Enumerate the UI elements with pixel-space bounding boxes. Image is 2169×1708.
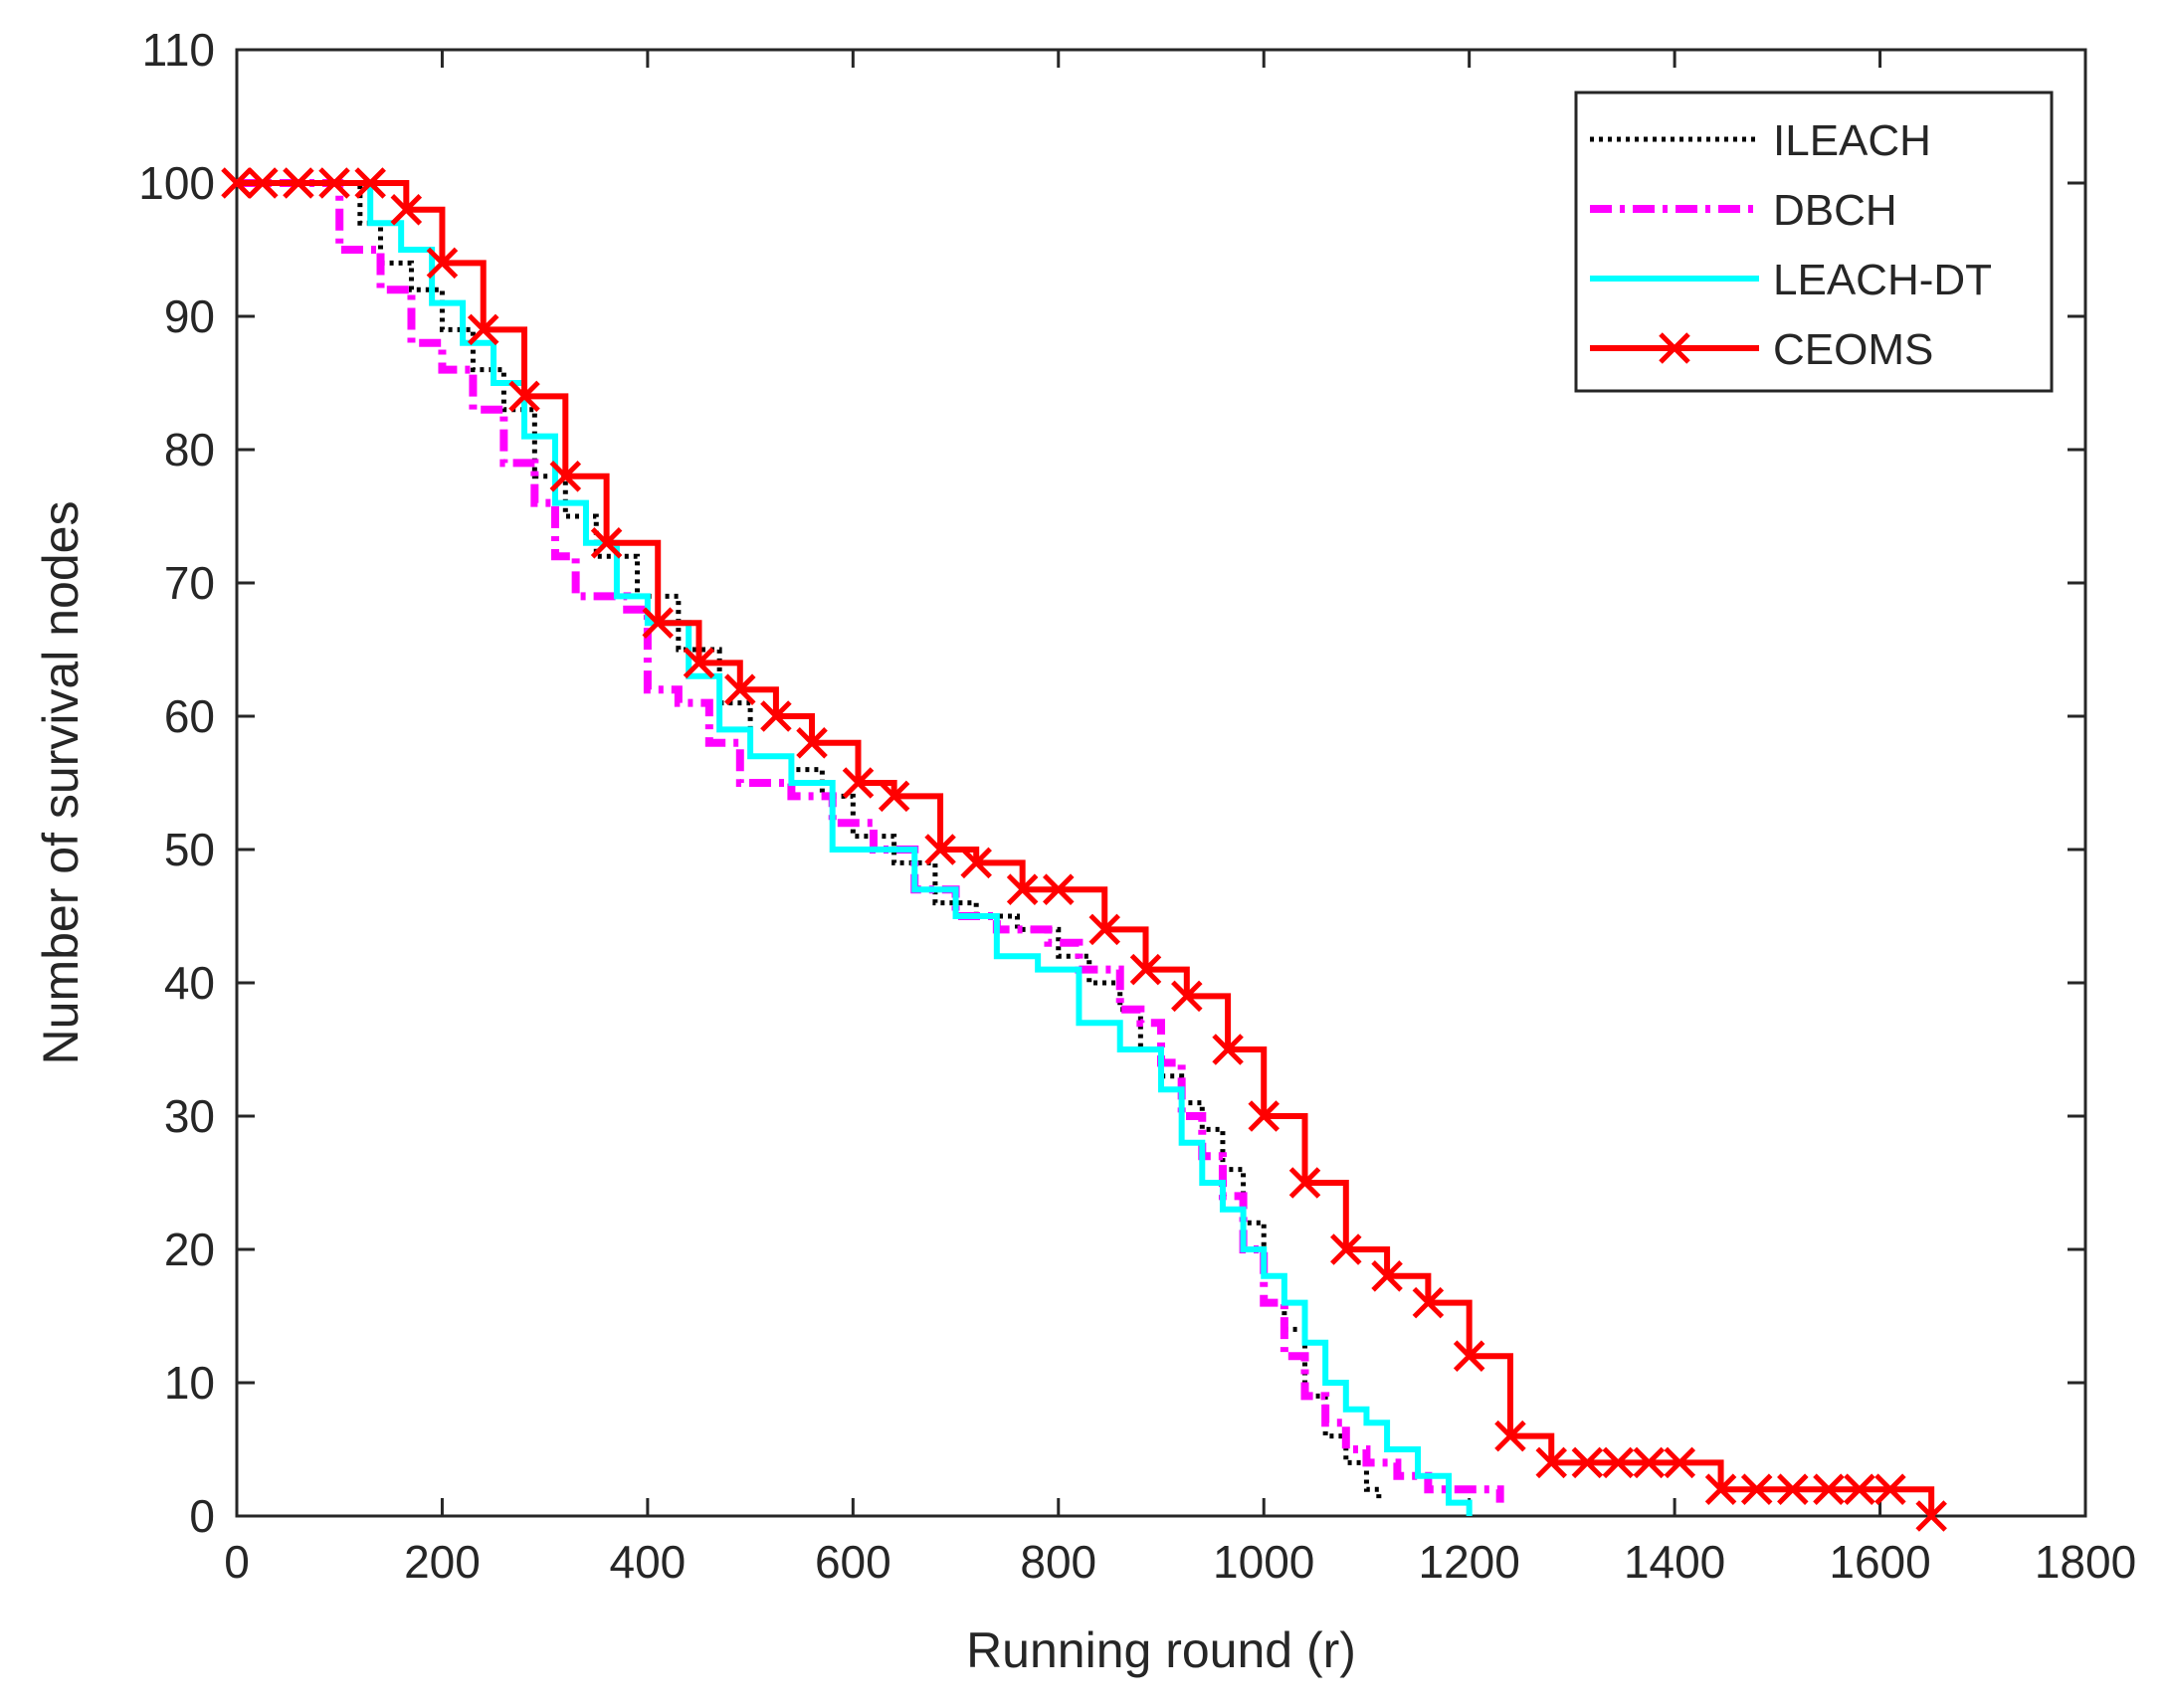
x-tick-label: 600 [815,1536,891,1588]
y-tick-label: 100 [138,157,215,209]
x-tick-label: 1400 [1624,1536,1725,1588]
data-point-marker [1171,980,1203,1013]
series-line-ileach [237,180,1382,1503]
data-point-marker [247,167,279,199]
y-tick-label: 40 [164,957,215,1009]
data-point-marker [549,461,582,492]
legend-label: DBCH [1773,186,1897,235]
data-point-marker [1248,1100,1280,1132]
data-point-marker [283,167,314,199]
y-tick-label: 20 [164,1224,215,1275]
series-ceoms [221,167,1947,1532]
y-tick-label: 0 [189,1490,215,1542]
data-point-marker [318,167,350,199]
data-point-marker [924,834,956,865]
series-line-leach-dt [237,180,1473,1516]
data-point-marker [960,847,992,879]
data-point-marker [1212,1034,1244,1065]
y-tick-label: 50 [164,824,215,875]
data-point-marker [1288,1167,1321,1199]
legend-label: LEACH-DT [1773,256,1992,304]
legend-item-dbch: DBCH [1590,186,1897,235]
data-point-marker [508,380,540,413]
data-point-marker [1453,1340,1485,1372]
data-point-marker [426,247,459,280]
data-point-marker [683,647,715,679]
series-line-dbch [237,179,1504,1503]
x-tick-label: 0 [224,1536,250,1588]
data-point-marker [796,727,828,759]
data-point-marker [590,527,623,559]
x-tick-label: 1200 [1418,1536,1519,1588]
x-tick-label: 1000 [1213,1536,1314,1588]
x-tick-label: 200 [404,1536,481,1588]
data-point-marker [221,167,253,199]
series-dbch [237,179,1504,1503]
data-point-marker [1571,1446,1604,1479]
data-point-marker [1704,1473,1737,1505]
y-tick-label: 90 [164,290,215,342]
x-tick-label: 1600 [1829,1536,1930,1588]
data-point-marker [1633,1446,1666,1479]
data-point-marker [354,167,386,199]
y-tick-label: 110 [142,24,215,76]
legend-item-leach-dt: LEACH-DT [1590,256,1992,304]
data-point-marker [1088,913,1120,946]
data-point-marker [842,767,875,799]
data-point-marker [390,194,423,226]
legend-label: ILEACH [1773,116,1931,165]
legend-label: CEOMS [1773,325,1933,374]
x-axis-title: Running round (r) [966,1622,1356,1678]
y-tick-label: 70 [164,557,215,609]
y-tick-label: 60 [164,690,215,742]
data-point-marker [1740,1473,1773,1505]
data-point-marker [724,673,756,705]
data-point-marker [1844,1473,1875,1505]
data-point-marker [1602,1446,1635,1479]
data-point-marker [1915,1500,1947,1532]
data-point-marker [1813,1473,1845,1505]
x-tick-label: 800 [1020,1536,1096,1588]
y-tick-label: 30 [164,1090,215,1142]
data-point-marker [1330,1234,1362,1265]
data-point-marker [1874,1473,1906,1505]
legend-box [1574,91,2054,393]
series-layer [221,167,1947,1532]
data-point-marker [1371,1260,1403,1292]
legend: ILEACH DBCH LEACH-DT CEOMS [1574,91,2054,393]
y-tick-label: 10 [164,1357,215,1409]
x-tick-label: 1800 [2035,1536,2136,1588]
data-point-marker [760,700,792,732]
y-tick-label: 80 [164,424,215,475]
data-point-marker [1006,873,1039,905]
data-point-marker [642,607,674,639]
series-leach-dt [237,180,1473,1516]
data-point-marker [1043,873,1075,905]
data-point-marker [467,313,499,346]
data-point-marker [1777,1473,1809,1505]
legend-item-ceoms: CEOMS [1590,325,1933,374]
data-point-marker [1664,1446,1696,1479]
data-point-marker [1494,1420,1526,1452]
data-point-marker [1412,1286,1445,1319]
series-ileach [237,180,1382,1503]
x-tick-label: 400 [610,1536,687,1588]
y-axis-title: Number of survival nodes [33,501,89,1065]
data-point-marker [1535,1446,1568,1479]
legend-marker [1659,332,1690,364]
data-point-marker [1129,953,1162,986]
data-point-marker [878,780,910,813]
axis-ticks: 0 200 400 600 800 1000 1200 1400 1600 1800 0 10 20 30… [138,24,2136,1588]
legend-item-ileach: ILEACH [1590,116,1931,165]
